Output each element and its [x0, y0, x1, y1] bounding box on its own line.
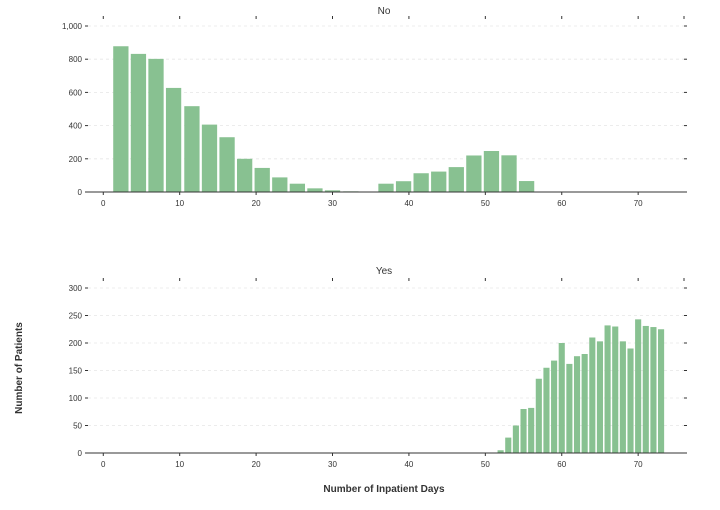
y-tick-label-no: 800: [69, 55, 83, 64]
bar-yes: [589, 337, 596, 453]
bar-yes: [566, 363, 573, 453]
bar-no: [395, 181, 412, 192]
x-tick-label-no: 30: [328, 199, 337, 208]
bar-no: [501, 155, 517, 192]
x-tick-label-yes: 30: [328, 460, 337, 469]
bar-no: [307, 188, 323, 192]
x-tick-label-no: 60: [557, 199, 566, 208]
bar-no: [237, 158, 253, 192]
bar-yes: [535, 378, 542, 453]
y-tick-label-no: 600: [69, 88, 83, 97]
x-tick-label-yes: 60: [557, 460, 566, 469]
y-axis-label: Number of Patients: [14, 322, 25, 414]
panel-no: No 0 10 20 30 40 50 60 70 0 200 400 600 800 1,000: [62, 6, 687, 208]
bar-no: [165, 87, 182, 192]
bar-yes: [627, 348, 634, 453]
x-tick-label-no: 40: [404, 199, 413, 208]
bar-no: [466, 155, 482, 192]
panel-title-yes: Yes: [376, 266, 392, 277]
bar-no: [113, 46, 129, 192]
bar-yes: [658, 329, 665, 453]
x-tick-label-no: 0: [101, 199, 106, 208]
bar-no: [254, 167, 270, 192]
x-tick-label-yes: 0: [101, 460, 106, 469]
bar-no: [272, 177, 288, 192]
bar-yes: [596, 341, 604, 453]
bar-yes: [497, 450, 504, 453]
x-tick-label-yes: 20: [252, 460, 261, 469]
bar-no: [324, 190, 341, 192]
bar-yes: [604, 325, 611, 453]
bars-yes: [497, 319, 665, 453]
bar-no: [289, 183, 306, 192]
bar-no: [219, 137, 235, 192]
x-tick-label-yes: 70: [634, 460, 643, 469]
y-tick-label-no: 400: [69, 122, 83, 131]
bar-no: [148, 58, 164, 193]
bar-no: [201, 124, 218, 192]
y-tick-label-yes: 50: [73, 422, 82, 431]
bar-no: [413, 173, 429, 192]
bar-yes: [505, 437, 512, 453]
bar-yes: [512, 425, 519, 453]
bars-no: [113, 46, 553, 193]
y-tick-label-no: 1,000: [62, 22, 83, 31]
bar-yes: [558, 343, 565, 453]
x-tick-label-no: 20: [252, 199, 261, 208]
bar-yes: [543, 367, 550, 453]
y-tick-label-yes: 100: [69, 394, 83, 403]
bar-yes: [619, 341, 626, 453]
x-tick-label-no: 50: [481, 199, 490, 208]
axes-yes: 0 10 20 30 40 50 60 70 0 50 100 150 200 250 300: [69, 278, 687, 469]
bar-no: [448, 167, 464, 192]
panel-title-no: No: [378, 6, 391, 17]
bar-yes: [551, 360, 558, 453]
bar-yes: [528, 407, 535, 453]
x-tick-label-yes: 50: [481, 460, 490, 469]
bar-no: [483, 150, 500, 192]
y-tick-label-yes: 150: [69, 367, 83, 376]
bar-yes: [520, 409, 527, 453]
bar-yes: [612, 326, 619, 453]
y-tick-label-yes: 300: [69, 284, 83, 293]
bar-yes: [581, 354, 588, 453]
x-tick-label-yes: 40: [404, 460, 413, 469]
bar-yes: [642, 325, 649, 453]
y-tick-label-yes: 250: [69, 312, 83, 321]
y-tick-label-no: 0: [78, 188, 83, 197]
bar-no: [378, 183, 394, 192]
y-tick-label-yes: 0: [78, 449, 83, 458]
y-tick-label-no: 200: [69, 155, 83, 164]
bar-yes: [635, 319, 642, 453]
panel-yes: Yes 0 10 20 30 40 50 60 70 0 50 100 150 200 250 300: [69, 266, 687, 469]
y-tick-label-yes: 200: [69, 339, 83, 348]
x-tick-label-no: 70: [634, 199, 643, 208]
x-tick-label-no: 10: [175, 199, 184, 208]
bar-no: [184, 106, 200, 192]
bar-yes: [650, 327, 657, 453]
bar-no: [130, 53, 147, 192]
bar-no: [431, 171, 447, 192]
x-axis-label: Number of Inpatient Days: [323, 484, 445, 495]
axes-no: 0 10 20 30 40 50 60 70 0 200 400 600 800 1,000: [62, 16, 687, 208]
x-tick-label-yes: 10: [175, 460, 184, 469]
bar-yes: [573, 356, 581, 453]
bar-no: [518, 181, 535, 192]
